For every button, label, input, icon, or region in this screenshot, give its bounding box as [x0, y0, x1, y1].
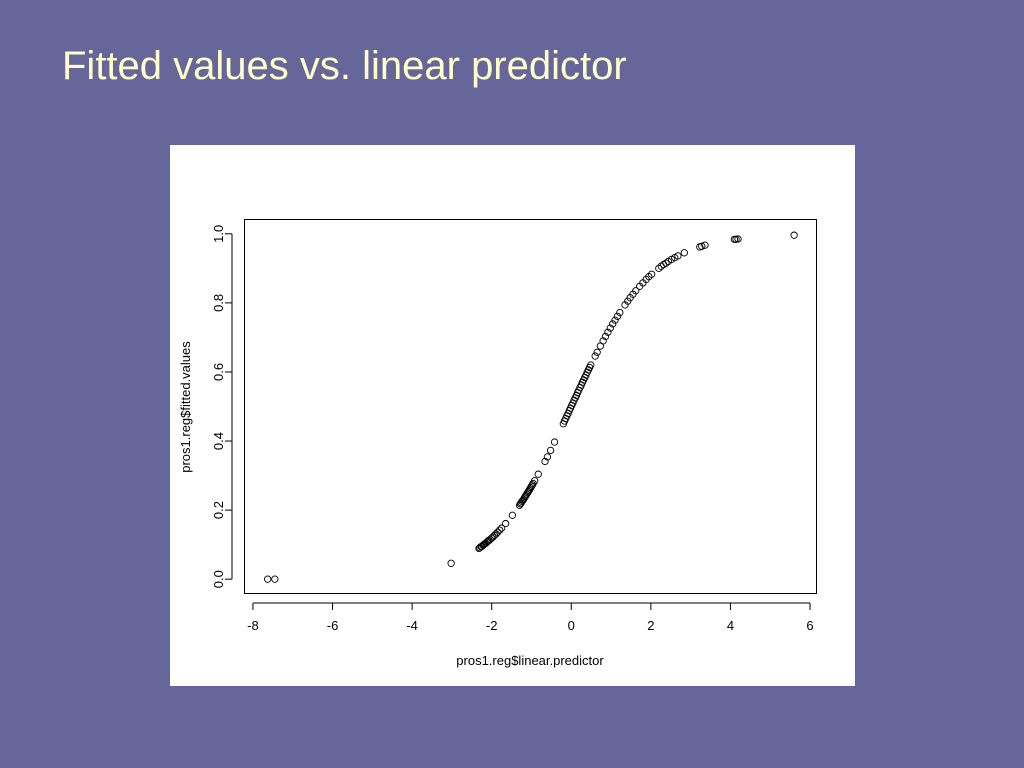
y-axis: 0.0 0.2 0.4 0.6 0.8 1.0 [211, 225, 233, 588]
data-point [508, 511, 517, 519]
data-point [599, 337, 607, 345]
data-point [655, 264, 663, 273]
data-point [606, 324, 614, 332]
scatter-plot-panel: -8 -6 -4 -2 0 2 4 6 0.0 0.2 0.4 0.6 0.8 1.0 pros1.re… [170, 145, 855, 686]
y-axis-label: pros1.reg$fitted.values [178, 341, 193, 473]
data-point [541, 457, 549, 466]
data-point [616, 308, 624, 317]
y-tick-label: 0.0 [211, 570, 226, 588]
data-point [604, 328, 612, 336]
plot-frame [244, 219, 817, 594]
data-point [501, 519, 510, 528]
data-point [613, 312, 622, 321]
data-point [698, 242, 706, 250]
data-point [674, 252, 682, 260]
data-point [601, 332, 610, 341]
data-point [264, 575, 272, 583]
data-point [609, 320, 617, 328]
data-point [790, 231, 798, 239]
x-tick-label: 2 [647, 618, 654, 633]
data-point [528, 481, 536, 489]
data-point [593, 348, 601, 356]
x-axis-label: pros1.reg$linear.predictor [456, 653, 604, 668]
data-point [701, 241, 709, 249]
data-point [662, 259, 670, 267]
y-tick-label: 1.0 [211, 225, 226, 243]
slide-title: Fitted values vs. linear predictor [62, 44, 627, 88]
x-axis: -8 -6 -4 -2 0 2 4 6 [247, 602, 814, 633]
y-tick-label: 0.8 [211, 294, 226, 312]
data-point [534, 470, 542, 478]
x-tick-label: -4 [406, 618, 418, 633]
scatter-chart: -8 -6 -4 -2 0 2 4 6 0.0 0.2 0.4 0.6 0.8 1.0 pros1.re… [178, 219, 817, 668]
data-point [494, 528, 502, 536]
data-point [591, 352, 599, 360]
data-point [632, 287, 640, 295]
x-tick-label: -6 [327, 618, 339, 633]
y-tick-label: 0.2 [211, 501, 226, 519]
y-tick-label: 0.4 [211, 432, 226, 450]
data-point [531, 477, 539, 485]
x-tick-label: 4 [727, 618, 734, 633]
data-point [498, 524, 506, 532]
data-point [648, 270, 656, 278]
data-point [734, 235, 742, 243]
x-tick-label: -8 [247, 618, 259, 633]
data-point [543, 453, 552, 461]
data-point [271, 575, 279, 583]
data-points [264, 231, 798, 583]
data-point [447, 559, 455, 567]
x-tick-label: -2 [486, 618, 498, 633]
data-point [587, 361, 595, 369]
x-tick-label: 6 [806, 618, 813, 633]
y-tick-label: 0.6 [211, 363, 226, 381]
data-point [496, 526, 504, 534]
x-tick-label: 0 [568, 618, 575, 633]
data-point [680, 249, 688, 257]
data-point [546, 446, 555, 455]
data-point [611, 316, 619, 324]
data-point [550, 438, 559, 446]
